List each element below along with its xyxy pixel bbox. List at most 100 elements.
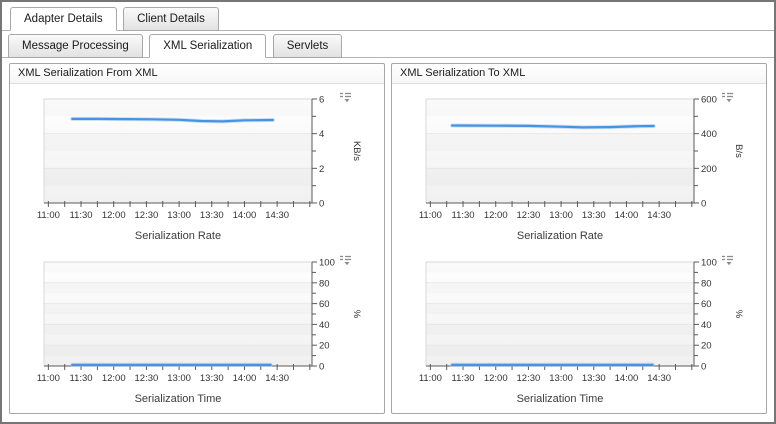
x-tick-label: 14:00 [233, 373, 257, 384]
plot-border [425, 98, 694, 203]
plot-border [43, 98, 312, 203]
legend-menu-icon[interactable] [721, 253, 734, 266]
y-tick-label: 20 [319, 341, 330, 352]
x-tick-label: 13:30 [200, 210, 224, 221]
legend-menu-icon[interactable] [339, 253, 352, 266]
primary-tab-bar: Adapter Details Client Details [2, 2, 774, 31]
panel-title: XML Serialization From XML [10, 64, 384, 84]
chart-title: Serialization Time [135, 393, 222, 405]
x-tick-label: 14:00 [233, 210, 257, 221]
x-tick-label: 14:30 [647, 373, 671, 384]
x-tick-label: 12:00 [102, 373, 126, 384]
x-tick-label: 14:30 [265, 210, 289, 221]
y-tick-label: 600 [701, 95, 717, 106]
y-tick-label: 400 [701, 129, 717, 140]
chart-block-time-to-xml: 0 20 40 60 80 100% 11:00 11:30 12:00 12:30 13:00 13… [394, 248, 766, 411]
y-tick-label: 100 [319, 258, 335, 269]
plot-area [44, 262, 312, 366]
y-axis-unit-label: % [733, 310, 744, 319]
series-line [450, 124, 655, 129]
y-tick-label: 80 [701, 278, 712, 289]
panel-body: 0 2 4 6 KB/s 11:00 11:30 12:00 12:30 13:00 13:30 14… [10, 84, 384, 411]
chart-title: Serialization Rate [517, 230, 603, 242]
y-tick-label: 4 [319, 129, 324, 140]
x-tick-label: 12:00 [484, 210, 508, 221]
x-tick-label: 13:00 [167, 210, 191, 221]
y-tick-label: 60 [701, 299, 712, 310]
tab-message-processing[interactable]: Message Processing [8, 34, 143, 58]
x-tick-label: 11:30 [452, 210, 475, 221]
x-tick-label: 12:30 [135, 210, 159, 221]
secondary-tab-bar: Message Processing XML Serialization Ser… [2, 31, 774, 58]
y-tick-label: 100 [701, 258, 717, 269]
x-tick-label: 14:30 [647, 210, 671, 221]
x-tick-label: 13:00 [167, 373, 191, 384]
x-tick-label: 13:30 [200, 373, 224, 384]
chart-svg: 0 2 4 6 KB/s 11:00 11:30 12:00 12:30 13:00 13:30 14… [37, 95, 362, 243]
panel-title: XML Serialization To XML [392, 64, 766, 84]
y-tick-label: 200 [701, 164, 717, 175]
x-tick-label: 11:30 [70, 373, 93, 384]
x-tick-label: 13:30 [582, 373, 606, 384]
chart-title: Serialization Rate [135, 230, 221, 242]
x-tick-label: 14:00 [615, 373, 639, 384]
chart-rate-from-xml: 0 2 4 6 KB/s 11:00 11:30 12:00 12:30 13:00 13:30 14… [14, 87, 380, 250]
x-tick-label: 11:30 [452, 373, 475, 384]
chart-title: Serialization Time [517, 393, 604, 405]
x-tick-label: 12:00 [484, 373, 508, 384]
y-tick-label: 20 [701, 341, 712, 352]
y-tick-label: 0 [701, 199, 706, 210]
y-axis-unit-label: B/s [733, 144, 744, 158]
y-tick-label: 40 [701, 320, 712, 331]
y-tick-label: 6 [319, 95, 324, 106]
chart-block-time-from-xml: 0 20 40 60 80 100% 11:00 11:30 12:00 12:30 13:00 13… [12, 248, 384, 411]
chart-svg: 0 200 400 600 B/s 11:00 11:30 12:00 12:30 13:00 13… [419, 95, 744, 243]
y-axis-unit-label: KB/s [351, 141, 362, 161]
tab-xml-serialization[interactable]: XML Serialization [149, 34, 267, 58]
chart-rate-to-xml: 0 200 400 600 B/s 11:00 11:30 12:00 12:30 13:00 13… [396, 87, 762, 250]
y-tick-label: 0 [319, 199, 324, 210]
charts-panel-area: XML Serialization From XML 0 2 4 6 KB/s 11:00… [2, 58, 774, 422]
chart-time-from-xml: 0 20 40 60 80 100% 11:00 11:30 12:00 12:30 13:00 13… [14, 250, 380, 413]
x-tick-label: 11:00 [419, 210, 442, 221]
x-tick-label: 12:00 [102, 210, 126, 221]
tab-servlets[interactable]: Servlets [272, 34, 343, 58]
series-line [71, 117, 274, 123]
x-tick-label: 14:30 [265, 373, 289, 384]
x-tick-label: 11:00 [37, 373, 60, 384]
x-tick-label: 11:00 [419, 373, 442, 384]
panel-body: 0 200 400 600 B/s 11:00 11:30 12:00 12:30 13:00 13… [392, 84, 766, 411]
y-tick-label: 0 [701, 362, 706, 373]
x-tick-label: 13:30 [582, 210, 606, 221]
chart-svg: 0 20 40 60 80 100% 11:00 11:30 12:00 12:30 13:00 13… [419, 258, 744, 406]
y-tick-label: 40 [319, 320, 330, 331]
chart-svg: 0 20 40 60 80 100% 11:00 11:30 12:00 12:30 13:00 13… [37, 258, 362, 406]
plot-area [44, 99, 312, 203]
x-tick-label: 12:30 [517, 373, 541, 384]
plot-area [426, 99, 694, 203]
x-tick-label: 11:00 [37, 210, 60, 221]
y-tick-label: 80 [319, 278, 330, 289]
tab-adapter-details[interactable]: Adapter Details [10, 7, 117, 31]
x-tick-label: 13:00 [549, 373, 573, 384]
legend-menu-icon[interactable] [721, 90, 734, 103]
panel-to-xml: XML Serialization To XML 0 200 400 600 B/s 11… [391, 63, 767, 414]
panel-from-xml: XML Serialization From XML 0 2 4 6 KB/s 11:00… [9, 63, 385, 414]
x-tick-label: 12:30 [135, 373, 159, 384]
plot-area [426, 262, 694, 366]
chart-block-rate-from-xml: 0 2 4 6 KB/s 11:00 11:30 12:00 12:30 13:00 13:30 14… [12, 85, 384, 248]
x-tick-label: 12:30 [517, 210, 541, 221]
y-tick-label: 60 [319, 299, 330, 310]
legend-menu-icon[interactable] [339, 90, 352, 103]
x-tick-label: 13:00 [549, 210, 573, 221]
chart-block-rate-to-xml: 0 200 400 600 B/s 11:00 11:30 12:00 12:30 13:00 13… [394, 85, 766, 248]
y-axis-unit-label: % [351, 310, 362, 319]
x-tick-label: 14:00 [615, 210, 639, 221]
plot-border [43, 261, 312, 366]
y-tick-label: 2 [319, 164, 324, 175]
chart-time-to-xml: 0 20 40 60 80 100% 11:00 11:30 12:00 12:30 13:00 13… [396, 250, 762, 413]
y-tick-label: 0 [319, 362, 324, 373]
tab-client-details[interactable]: Client Details [123, 7, 219, 31]
plot-border [425, 261, 694, 366]
